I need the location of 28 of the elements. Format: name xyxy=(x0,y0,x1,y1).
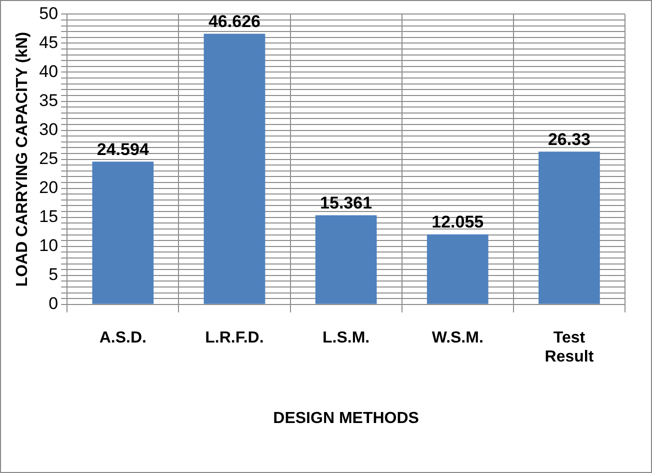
y-tick-label: 15 xyxy=(39,207,58,226)
bar xyxy=(204,34,266,304)
y-tick-label: 25 xyxy=(39,148,58,168)
y-tick-label: 10 xyxy=(39,236,58,256)
y-tick-label: 50 xyxy=(39,4,58,23)
data-label: 26.33 xyxy=(548,130,590,149)
y-tick-label: 5 xyxy=(48,265,58,284)
y-tick-label: 0 xyxy=(48,294,58,314)
bar xyxy=(426,234,488,304)
y-axis-title: LOAD CARRYING CAPACITY (kN) xyxy=(14,32,32,287)
data-label: 15.361 xyxy=(320,193,372,212)
bar xyxy=(538,152,600,304)
x-tick-label: L.S.M. xyxy=(322,329,370,346)
y-tick-label: 45 xyxy=(39,32,58,52)
data-label: 46.626 xyxy=(208,12,260,31)
x-tick-label: Test Result xyxy=(544,329,594,366)
x-tick-label: W.S.M. xyxy=(432,329,484,346)
data-label: 24.594 xyxy=(96,140,150,159)
y-tick-label: 30 xyxy=(39,120,58,139)
bar xyxy=(315,215,377,304)
y-tick-label: 35 xyxy=(39,90,58,110)
x-axis-title: DESIGN METHODS xyxy=(273,410,420,427)
x-tick-label: L.R.F.D. xyxy=(205,329,264,346)
x-tick-label: A.S.D. xyxy=(99,329,146,346)
data-label: 12.055 xyxy=(432,212,484,232)
y-tick-label: 20 xyxy=(39,178,58,198)
y-tick-label: 40 xyxy=(39,62,58,81)
bar xyxy=(92,162,154,304)
